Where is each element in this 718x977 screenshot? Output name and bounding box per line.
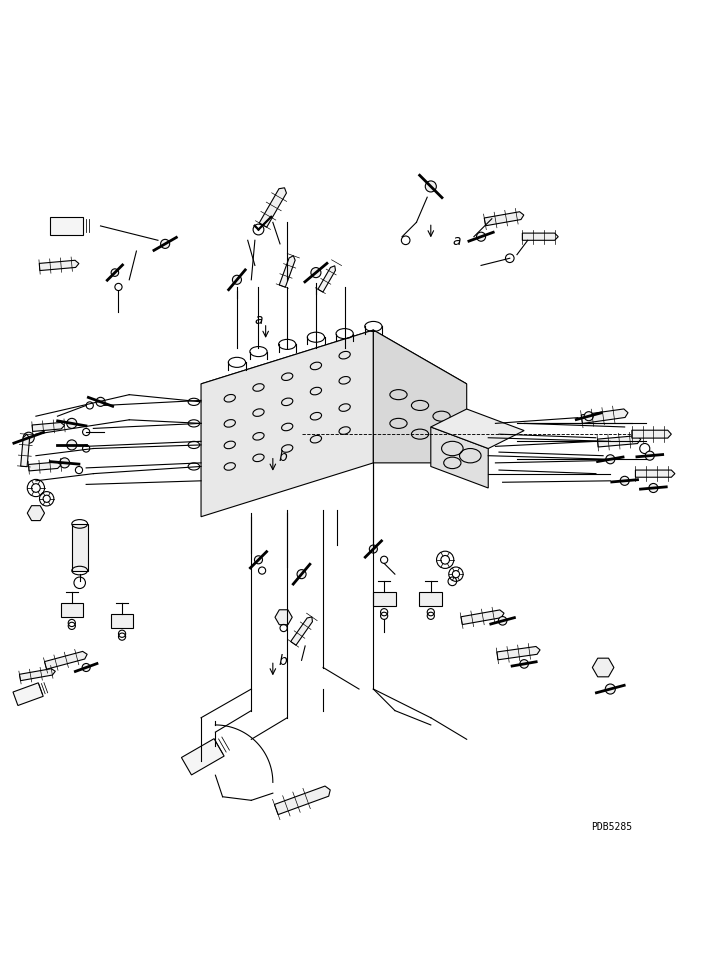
Polygon shape [21, 435, 29, 467]
Polygon shape [29, 462, 61, 472]
Circle shape [649, 484, 658, 493]
Text: a: a [255, 313, 264, 327]
Text: a: a [452, 234, 461, 248]
Polygon shape [201, 330, 467, 442]
Polygon shape [461, 611, 504, 625]
Bar [111, 614, 133, 628]
Circle shape [311, 269, 321, 278]
Circle shape [67, 419, 77, 429]
Circle shape [369, 545, 378, 554]
Polygon shape [274, 786, 330, 815]
Polygon shape [597, 436, 640, 447]
Polygon shape [50, 218, 83, 235]
Polygon shape [581, 409, 628, 424]
Text: b: b [279, 449, 287, 463]
Circle shape [425, 182, 437, 192]
Circle shape [584, 412, 593, 421]
Circle shape [620, 477, 629, 486]
Polygon shape [632, 431, 671, 439]
Polygon shape [19, 669, 55, 681]
Polygon shape [32, 423, 65, 432]
Circle shape [23, 433, 34, 444]
Polygon shape [318, 267, 335, 293]
Bar [72, 525, 88, 571]
Polygon shape [39, 261, 79, 272]
Bar [419, 592, 442, 607]
Polygon shape [523, 234, 559, 241]
Polygon shape [431, 428, 488, 488]
Circle shape [111, 270, 118, 277]
Polygon shape [201, 330, 373, 517]
Polygon shape [484, 213, 524, 227]
Polygon shape [291, 617, 312, 646]
Bar [61, 603, 83, 617]
Polygon shape [373, 330, 467, 463]
Circle shape [82, 663, 90, 672]
Circle shape [477, 233, 485, 242]
Polygon shape [259, 189, 286, 228]
Circle shape [67, 441, 77, 450]
Polygon shape [592, 658, 614, 677]
Text: b: b [279, 654, 287, 667]
Circle shape [645, 451, 654, 461]
Circle shape [297, 570, 306, 579]
Circle shape [60, 458, 70, 468]
Polygon shape [497, 647, 540, 660]
Circle shape [254, 556, 263, 565]
Circle shape [96, 398, 105, 407]
Circle shape [498, 616, 507, 625]
Text: PDB5285: PDB5285 [591, 822, 632, 831]
Polygon shape [275, 611, 292, 625]
Circle shape [605, 684, 615, 695]
Bar [373, 592, 396, 607]
Circle shape [233, 276, 241, 285]
Polygon shape [13, 683, 43, 705]
Polygon shape [635, 471, 675, 478]
Circle shape [520, 659, 528, 668]
Polygon shape [431, 409, 524, 449]
Circle shape [161, 240, 169, 249]
Polygon shape [279, 257, 295, 288]
Polygon shape [45, 652, 87, 669]
Polygon shape [182, 739, 224, 775]
Circle shape [606, 455, 615, 464]
Polygon shape [27, 506, 45, 521]
